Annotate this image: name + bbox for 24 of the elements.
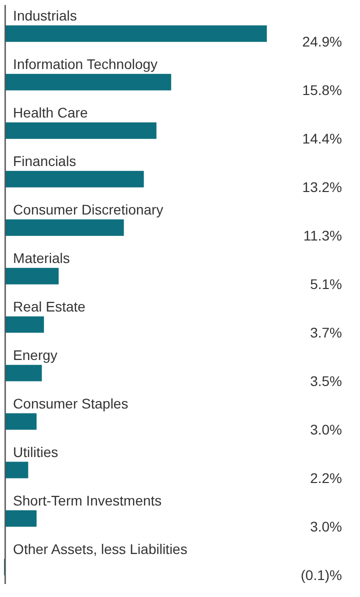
y-tick-label: Information Technology: [13, 56, 158, 72]
data-label: 15.8%: [302, 82, 342, 98]
data-label: 14.4%: [302, 130, 342, 147]
y-tick-label: Consumer Staples: [13, 396, 128, 412]
y-tick-label: Energy: [13, 347, 58, 364]
y-tick-label: Financials: [13, 153, 76, 170]
data-label: 3.7%: [310, 324, 342, 341]
y-tick-label: Short-Term Investments: [13, 492, 162, 509]
data-label: 24.9%: [302, 34, 342, 50]
data-label: (0.1)%: [300, 567, 342, 584]
y-tick-label: Utilities: [13, 444, 58, 460]
y-tick-label: Industrials: [13, 8, 77, 24]
y-tick-label: Materials: [13, 250, 70, 266]
data-label: 3.0%: [310, 422, 342, 438]
data-label: 11.3%: [303, 228, 342, 244]
y-tick-label: Other Assets, less Liabilities: [13, 541, 188, 558]
data-label: 3.5%: [310, 373, 342, 390]
data-label: 13.2%: [302, 179, 342, 196]
data-label: 2.2%: [310, 470, 342, 486]
y-tick-label: Health Care: [13, 104, 88, 121]
y-tick-label: Consumer Discretionary: [13, 202, 164, 218]
data-label: 3.0%: [310, 518, 342, 535]
data-label: 5.1%: [310, 276, 342, 292]
y-tick-label: Real Estate: [13, 298, 86, 315]
